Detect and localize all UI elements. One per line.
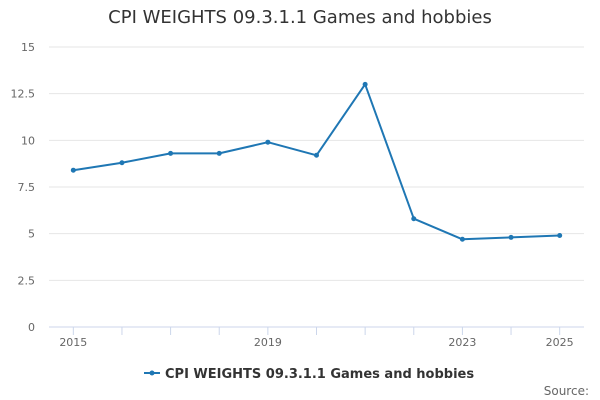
data-point [557, 233, 563, 239]
chart-title: CPI WEIGHTS 09.3.1.1 Games and hobbies [108, 7, 492, 28]
data-point [362, 81, 368, 87]
x-tick-label: 2023 [448, 336, 476, 349]
x-tick-label: 2015 [59, 336, 87, 349]
y-tick-label: 7.5 [18, 181, 36, 194]
y-tick-label: 10 [21, 134, 35, 147]
legend[interactable]: CPI WEIGHTS 09.3.1.1 Games and hobbies [144, 367, 474, 382]
legend-swatch-marker [149, 370, 155, 376]
data-point [216, 150, 222, 156]
data-point [459, 236, 465, 242]
data-point [508, 234, 514, 240]
y-tick-label: 2.5 [18, 274, 36, 287]
y-axis-tick-labels: 0 2.5 5 7.5 10 12.5 15 [11, 41, 36, 334]
data-point [119, 160, 125, 166]
data-point [168, 150, 174, 156]
y-tick-label: 0 [28, 321, 35, 334]
data-point [265, 139, 271, 145]
data-point [411, 216, 417, 222]
legend-label: CPI WEIGHTS 09.3.1.1 Games and hobbies [165, 367, 474, 382]
x-tick-label: 2025 [546, 336, 574, 349]
credit-text[interactable]: Source: [544, 384, 589, 398]
x-tick-label: 2019 [254, 336, 282, 349]
series-line [73, 83, 560, 241]
gridlines [49, 46, 584, 281]
data-point [70, 167, 76, 173]
x-axis [49, 326, 584, 335]
data-point [314, 152, 319, 158]
y-tick-label: 5 [28, 228, 35, 241]
x-axis-tick-labels: 2015 2019 2023 2025 [59, 336, 573, 349]
y-tick-label: 15 [21, 41, 35, 54]
series-layer [70, 81, 563, 242]
y-tick-label: 12.5 [11, 88, 36, 101]
